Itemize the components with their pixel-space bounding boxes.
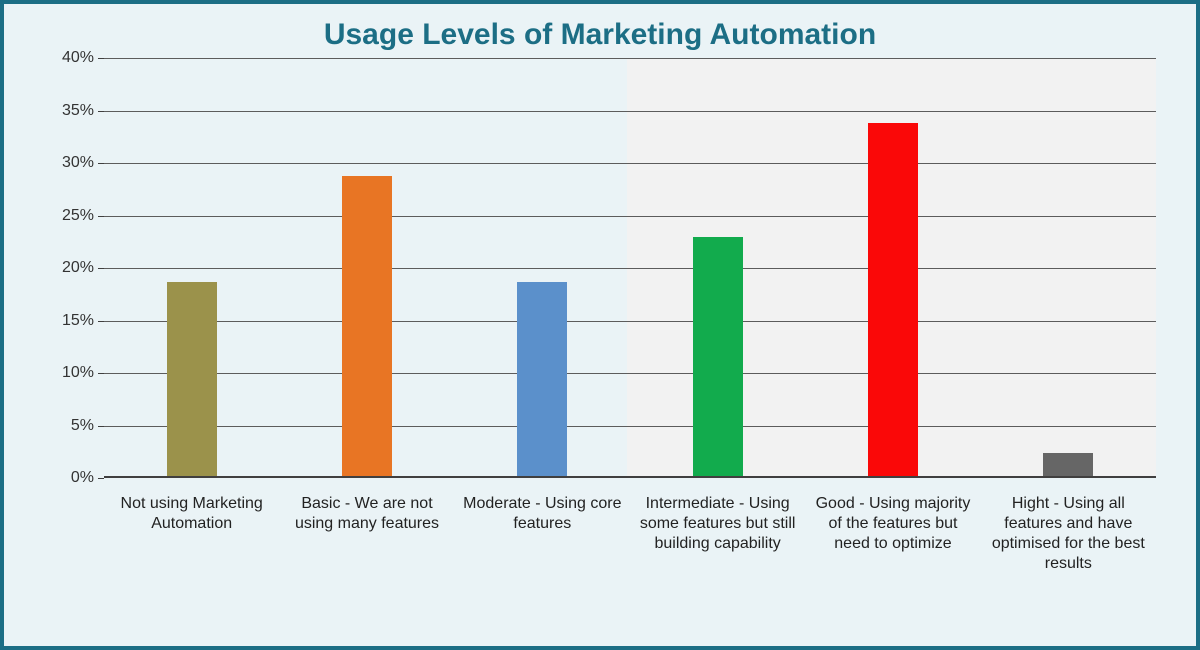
y-tick (98, 111, 104, 112)
y-tick (98, 478, 104, 479)
y-tick (98, 321, 104, 322)
bar (167, 282, 217, 478)
gridline (104, 373, 1156, 374)
y-tick (98, 163, 104, 164)
y-axis-label: 0% (24, 469, 94, 487)
x-axis-label: Hight - Using all features and have opti… (981, 494, 1156, 574)
x-axis-label: Moderate - Using core features (455, 494, 630, 574)
chart-title: Usage Levels of Marketing Automation (4, 4, 1196, 58)
gridline (104, 321, 1156, 322)
y-axis-label: 20% (24, 259, 94, 277)
y-axis-label: 40% (24, 49, 94, 67)
gridline (104, 58, 1156, 59)
x-axis-label: Basic - We are not using many features (279, 494, 454, 574)
chart-area: 0%5%10%15%20%25%30%35%40% Not using Mark… (4, 58, 1196, 618)
gridline (104, 163, 1156, 164)
bar (1043, 453, 1093, 478)
bar (693, 237, 743, 479)
y-axis-label: 25% (24, 207, 94, 225)
y-axis-label: 35% (24, 102, 94, 120)
plot-area (104, 58, 1156, 478)
x-axis-label: Good - Using majority of the fea­tures b… (805, 494, 980, 574)
y-axis-label: 15% (24, 312, 94, 330)
bar (517, 282, 567, 478)
gridline (104, 268, 1156, 269)
x-axis-baseline (104, 476, 1156, 478)
bar (868, 123, 918, 478)
y-tick (98, 426, 104, 427)
y-tick (98, 58, 104, 59)
gridline (104, 216, 1156, 217)
bar (342, 176, 392, 478)
gridline (104, 426, 1156, 427)
x-axis-label: Intermediate - Using some features but s… (630, 494, 805, 574)
y-tick (98, 268, 104, 269)
y-axis-label: 10% (24, 364, 94, 382)
y-axis-label: 30% (24, 154, 94, 172)
x-axis-labels: Not using Marketing AutomationBasic - We… (104, 494, 1156, 574)
y-axis-label: 5% (24, 417, 94, 435)
x-axis-label: Not using Marketing Automation (104, 494, 279, 574)
y-tick (98, 373, 104, 374)
y-tick (98, 216, 104, 217)
gridline (104, 111, 1156, 112)
